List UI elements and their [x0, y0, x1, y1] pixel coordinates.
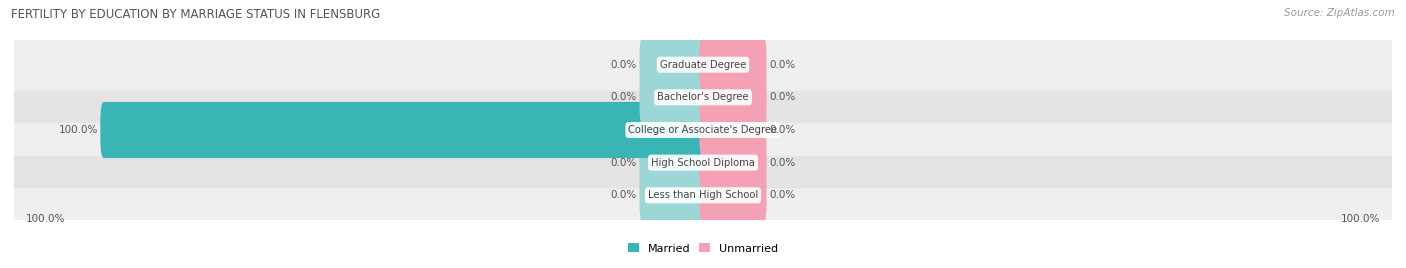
Text: 0.0%: 0.0% — [769, 92, 796, 102]
FancyBboxPatch shape — [100, 102, 707, 158]
Text: High School Diploma: High School Diploma — [651, 158, 755, 168]
FancyBboxPatch shape — [699, 102, 766, 158]
FancyBboxPatch shape — [13, 104, 1393, 156]
FancyBboxPatch shape — [640, 69, 707, 125]
FancyBboxPatch shape — [640, 135, 707, 191]
FancyBboxPatch shape — [13, 169, 1393, 221]
FancyBboxPatch shape — [13, 39, 1393, 91]
FancyBboxPatch shape — [699, 167, 766, 223]
Text: Graduate Degree: Graduate Degree — [659, 60, 747, 70]
FancyBboxPatch shape — [699, 37, 766, 93]
FancyBboxPatch shape — [13, 72, 1393, 123]
Text: 100.0%: 100.0% — [27, 214, 66, 224]
Text: 0.0%: 0.0% — [610, 158, 637, 168]
Text: 0.0%: 0.0% — [769, 158, 796, 168]
Text: 100.0%: 100.0% — [59, 125, 98, 135]
Text: 0.0%: 0.0% — [769, 60, 796, 70]
FancyBboxPatch shape — [699, 135, 766, 191]
FancyBboxPatch shape — [640, 167, 707, 223]
FancyBboxPatch shape — [13, 137, 1393, 188]
Text: 0.0%: 0.0% — [769, 125, 796, 135]
Text: 0.0%: 0.0% — [610, 190, 637, 200]
Text: 0.0%: 0.0% — [610, 60, 637, 70]
Text: 0.0%: 0.0% — [610, 92, 637, 102]
Text: College or Associate's Degree: College or Associate's Degree — [628, 125, 778, 135]
Text: FERTILITY BY EDUCATION BY MARRIAGE STATUS IN FLENSBURG: FERTILITY BY EDUCATION BY MARRIAGE STATU… — [11, 8, 381, 21]
Text: Bachelor's Degree: Bachelor's Degree — [657, 92, 749, 102]
Text: Source: ZipAtlas.com: Source: ZipAtlas.com — [1284, 8, 1395, 18]
Text: 100.0%: 100.0% — [1340, 214, 1379, 224]
FancyBboxPatch shape — [699, 69, 766, 125]
Text: Less than High School: Less than High School — [648, 190, 758, 200]
Legend: Married, Unmarried: Married, Unmarried — [627, 243, 779, 254]
FancyBboxPatch shape — [640, 37, 707, 93]
Text: 0.0%: 0.0% — [769, 190, 796, 200]
